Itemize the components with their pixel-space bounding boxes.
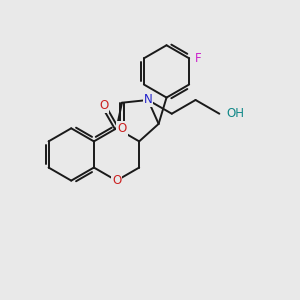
Text: F: F (194, 52, 201, 65)
Text: OH: OH (227, 107, 245, 120)
Text: O: O (99, 99, 108, 112)
Text: O: O (117, 122, 127, 135)
Text: N: N (144, 94, 152, 106)
Text: O: O (112, 174, 121, 187)
